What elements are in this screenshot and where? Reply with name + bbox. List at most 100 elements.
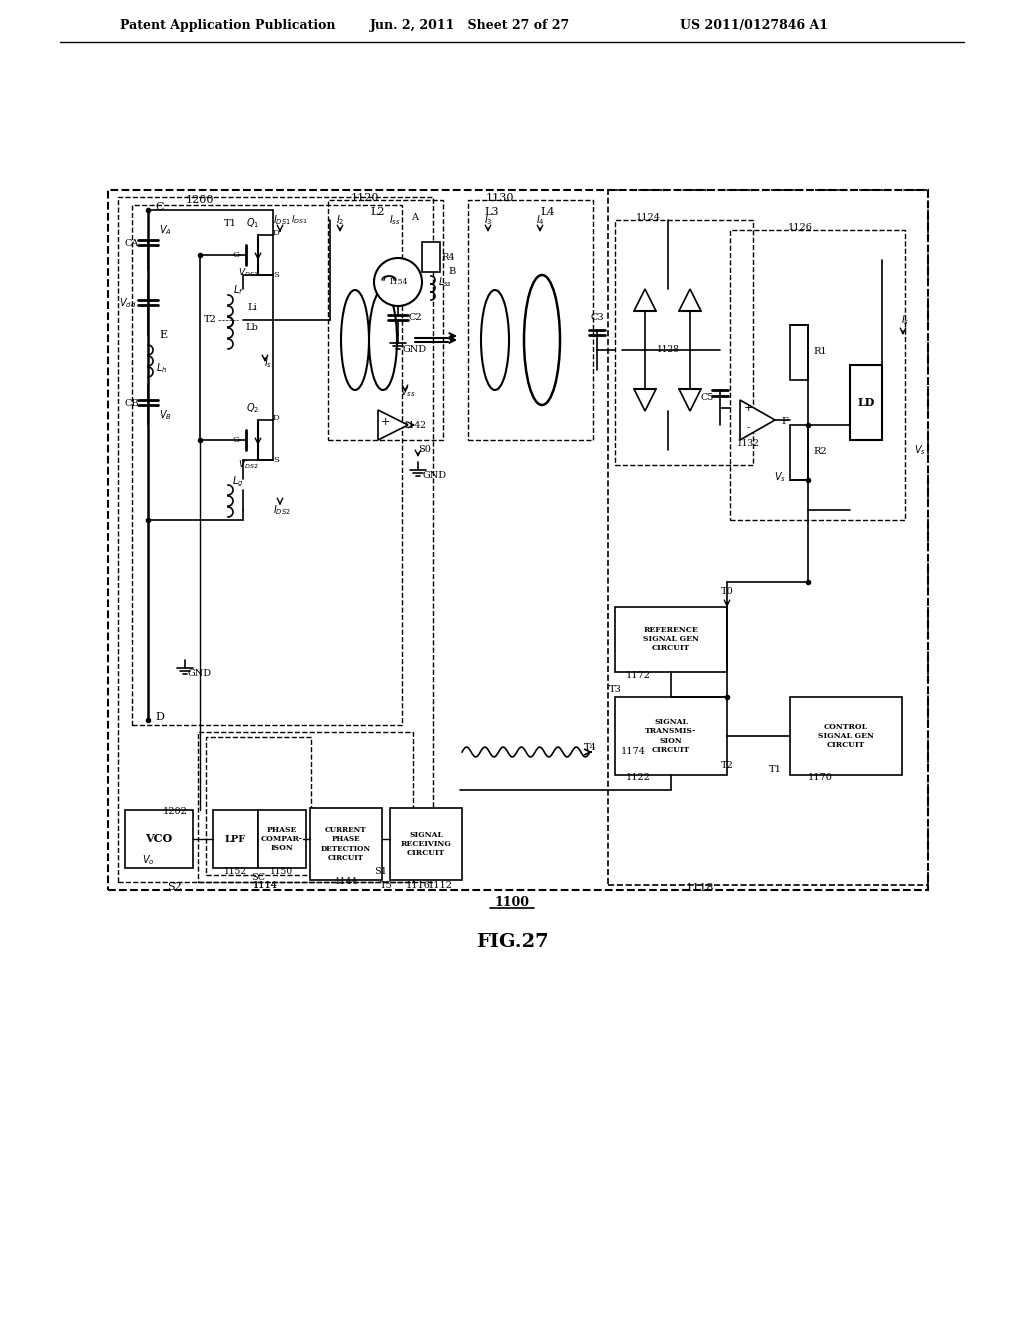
Text: $V_{dd}$: $V_{dd}$ — [120, 296, 136, 310]
Text: 1116: 1116 — [406, 882, 430, 891]
Text: PHASE
COMPAR-
ISON: PHASE COMPAR- ISON — [261, 826, 303, 853]
Text: 1152: 1152 — [223, 867, 247, 876]
Bar — [790, 325, 808, 380]
Bar — [258, 810, 306, 869]
Text: 1172: 1172 — [626, 671, 650, 680]
Text: 1150: 1150 — [270, 867, 294, 876]
Bar — [310, 808, 382, 880]
Text: +: + — [380, 417, 390, 426]
Text: $L_f$: $L_f$ — [232, 282, 244, 297]
Text: SIGNAL
RECEIVING
CIRCUIT: SIGNAL RECEIVING CIRCUIT — [400, 830, 452, 857]
Text: T4: T4 — [584, 743, 596, 752]
Text: S0: S0 — [419, 446, 431, 454]
Text: B: B — [449, 268, 456, 276]
Text: 1128: 1128 — [656, 346, 680, 355]
Text: L4: L4 — [541, 207, 555, 216]
Text: SIGNAL
TRANSMIS-
SION
CIRCUIT: SIGNAL TRANSMIS- SION CIRCUIT — [645, 718, 696, 754]
Text: CA: CA — [125, 239, 139, 248]
Bar — [422, 242, 440, 272]
Text: $V_s$: $V_s$ — [774, 470, 786, 484]
Text: FIG.27: FIG.27 — [476, 933, 548, 950]
Text: 1142: 1142 — [403, 421, 426, 429]
Polygon shape — [679, 289, 701, 312]
Text: C: C — [156, 202, 164, 213]
Text: T2: T2 — [204, 315, 216, 325]
Text: R2: R2 — [813, 447, 826, 457]
Text: A: A — [412, 214, 419, 223]
Text: T5: T5 — [380, 880, 392, 890]
Text: Lb: Lb — [246, 323, 258, 333]
Text: 1174: 1174 — [621, 747, 645, 756]
Text: C5: C5 — [700, 393, 714, 403]
Text: Patent Application Publication: Patent Application Publication — [120, 18, 336, 32]
Ellipse shape — [524, 275, 560, 405]
Text: T0: T0 — [721, 587, 733, 597]
Bar — [108, 190, 928, 890]
Ellipse shape — [341, 290, 369, 389]
Text: $I_s$: $I_s$ — [901, 313, 909, 327]
Text: G: G — [232, 251, 240, 259]
Bar — [850, 366, 882, 440]
Text: 1132: 1132 — [736, 440, 760, 449]
Text: 1154: 1154 — [388, 279, 408, 286]
Text: SC: SC — [251, 874, 265, 883]
Ellipse shape — [369, 290, 397, 389]
Bar — [328, 201, 443, 440]
Text: REFERENCE
SIGNAL GEN
CIRCUIT: REFERENCE SIGNAL GEN CIRCUIT — [643, 626, 699, 652]
Text: $L_g$: $L_g$ — [232, 475, 244, 490]
Text: Jun. 2, 2011   Sheet 27 of 27: Jun. 2, 2011 Sheet 27 of 27 — [370, 18, 570, 32]
Polygon shape — [634, 289, 656, 312]
Text: D: D — [272, 228, 280, 238]
Text: US 2011/0127846 A1: US 2011/0127846 A1 — [680, 18, 828, 32]
Text: +: + — [743, 403, 753, 413]
Text: T1: T1 — [769, 766, 781, 775]
Circle shape — [374, 257, 422, 306]
Polygon shape — [740, 400, 775, 440]
Text: $V_{DS2}$: $V_{DS2}$ — [238, 459, 258, 471]
Text: LD: LD — [857, 396, 874, 408]
Text: L3: L3 — [484, 207, 500, 216]
Text: G: G — [232, 436, 240, 444]
Ellipse shape — [481, 290, 509, 389]
Text: R4: R4 — [441, 252, 455, 261]
Text: $V_s$: $V_s$ — [914, 444, 926, 457]
Text: C2: C2 — [409, 314, 422, 322]
Bar — [390, 808, 462, 880]
Text: $Q_2$: $Q_2$ — [247, 401, 260, 414]
Text: -: - — [746, 424, 750, 433]
Bar — [615, 607, 727, 672]
Bar — [790, 425, 808, 480]
Text: 1202: 1202 — [163, 808, 187, 817]
Text: S: S — [273, 271, 279, 279]
Text: 1122: 1122 — [626, 772, 650, 781]
Text: $I_{DS2}$: $I_{DS2}$ — [273, 503, 291, 517]
Text: 1114: 1114 — [253, 882, 278, 891]
Bar — [213, 810, 258, 869]
Text: GND: GND — [188, 668, 212, 677]
Text: VCO: VCO — [145, 833, 173, 845]
Text: 1126: 1126 — [787, 223, 812, 232]
Text: 1100: 1100 — [495, 895, 529, 908]
Text: $I_2$: $I_2$ — [336, 213, 344, 227]
Text: S2: S2 — [168, 882, 182, 892]
Text: D: D — [156, 711, 165, 722]
Text: 1130: 1130 — [485, 193, 514, 203]
Bar — [730, 230, 905, 520]
Text: $I_{DS1}$: $I_{DS1}$ — [273, 213, 291, 227]
Text: S: S — [273, 455, 279, 465]
Polygon shape — [679, 389, 701, 411]
Bar — [790, 697, 902, 775]
Text: $I_s$: $I_s$ — [264, 356, 272, 370]
Text: $I_{DS1}$: $I_{DS1}$ — [292, 214, 308, 226]
Text: 1120: 1120 — [351, 193, 379, 203]
Text: CONTROL
SIGNAL GEN
CIRCUIT: CONTROL SIGNAL GEN CIRCUIT — [818, 723, 873, 750]
Text: D: D — [272, 414, 280, 422]
Text: 1118: 1118 — [686, 883, 715, 894]
Bar — [615, 697, 727, 775]
Text: L2: L2 — [371, 207, 385, 216]
Text: $L_{ss}$: $L_{ss}$ — [438, 275, 453, 289]
Text: GND: GND — [423, 470, 447, 479]
Bar — [198, 733, 413, 882]
Text: 1144: 1144 — [335, 878, 357, 887]
Text: 1112: 1112 — [427, 880, 453, 890]
